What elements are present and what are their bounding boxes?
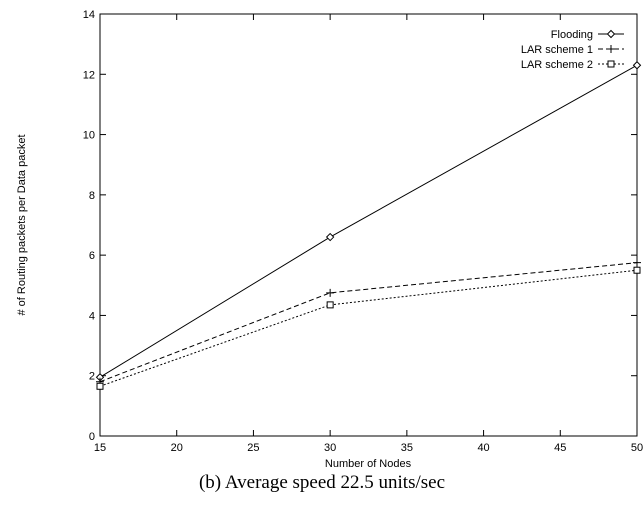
x-tick-label: 50 bbox=[631, 442, 643, 454]
data-point-flooding bbox=[325, 232, 335, 242]
plot-frame bbox=[99, 13, 638, 437]
series-lar-scheme-1 bbox=[96, 258, 641, 386]
y-axis-title: # of Routing packets per Data packet bbox=[16, 135, 28, 316]
line-chart: 15 20 25 30 35 40 45 50 0 2 4 6 8 10 12 14 Flooding LAR … bbox=[16, 9, 643, 470]
y-tick-label: 4 bbox=[89, 310, 95, 322]
y-tick-label: 6 bbox=[89, 250, 95, 262]
y-tick-label: 14 bbox=[83, 9, 95, 21]
x-axis-title: Number of Nodes bbox=[325, 458, 412, 470]
legend-marker bbox=[607, 60, 615, 68]
data-point-lar-scheme-2 bbox=[633, 266, 641, 274]
data-point-lar-scheme-1 bbox=[326, 288, 335, 297]
x-tick-label: 45 bbox=[554, 442, 566, 454]
legend-label: LAR scheme 2 bbox=[521, 59, 593, 71]
y-tick-label: 10 bbox=[83, 130, 95, 142]
legend-marker bbox=[607, 45, 615, 53]
series-flooding bbox=[95, 61, 642, 382]
data-point-lar-scheme-2 bbox=[326, 301, 334, 309]
y-tick-label: 0 bbox=[89, 431, 95, 443]
series-lar-scheme-2 bbox=[96, 266, 641, 390]
data-point-flooding bbox=[632, 61, 642, 70]
x-tick-label: 20 bbox=[171, 442, 183, 454]
legend-entry-lar-scheme-1: LAR scheme 1 bbox=[521, 44, 624, 56]
x-tick-label: 30 bbox=[324, 442, 336, 454]
x-tick-label: 15 bbox=[94, 442, 106, 454]
legend-entry-flooding: Flooding bbox=[551, 29, 624, 41]
x-tick-label: 35 bbox=[401, 442, 413, 454]
x-tick-label: 40 bbox=[477, 442, 489, 454]
data-point-lar-scheme-1 bbox=[633, 258, 641, 267]
figure-caption: (b) Average speed 22.5 units/sec bbox=[198, 472, 446, 493]
legend-label: LAR scheme 1 bbox=[521, 44, 593, 56]
x-tick-label: 25 bbox=[247, 442, 259, 454]
series-line-lar-scheme-1 bbox=[99, 262, 638, 383]
legend-label: Flooding bbox=[551, 29, 593, 41]
series-line-flooding bbox=[99, 64, 638, 378]
y-tick-label: 12 bbox=[83, 69, 95, 81]
data-point-lar-scheme-2 bbox=[96, 382, 104, 390]
y-tick-label: 2 bbox=[89, 371, 95, 383]
legend-entry-lar-scheme-2: LAR scheme 2 bbox=[521, 59, 624, 71]
legend-marker bbox=[606, 29, 616, 39]
y-tick-label: 8 bbox=[89, 190, 95, 202]
